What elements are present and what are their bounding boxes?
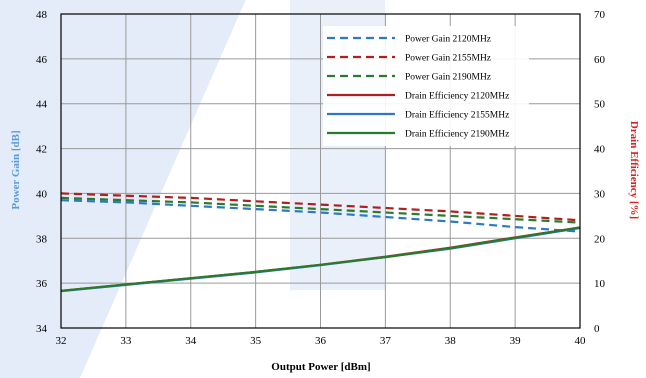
y-right-tick-label: 30 — [594, 188, 606, 200]
legend-label: Power Gain 2190MHz — [405, 73, 491, 83]
y-right-tick-label: 60 — [594, 54, 606, 66]
x-tick-label: 33 — [120, 335, 132, 347]
y-right-tick-label: 10 — [594, 278, 606, 290]
y-right-tick-label: 70 — [594, 9, 606, 21]
x-tick-label: 37 — [380, 335, 392, 347]
tick-labels: 32 33 34 35 36 37 38 39 40 34 36 38 40 42 44 46 48 0 10 20 3… — [36, 9, 606, 347]
y-right-tick-label: 0 — [594, 323, 600, 335]
y-left-tick-label: 36 — [36, 278, 48, 290]
legend-label: Drain Efficiency 2190MHz — [405, 129, 509, 140]
legend-label: Power Gain 2120MHz — [405, 35, 491, 45]
y-left-tick-label: 40 — [36, 188, 48, 200]
y-left-tick-label: 34 — [36, 323, 48, 335]
x-tick-label: 32 — [56, 335, 67, 347]
y-left-tick-label: 38 — [36, 233, 48, 245]
x-tick-label: 40 — [575, 335, 587, 347]
legend: Power Gain 2120MHz Power Gain 2155MHz Powe… — [323, 26, 529, 146]
y-left-tick-label: 46 — [36, 54, 48, 66]
series-lines — [60, 192, 581, 293]
y-axis-left-label: Power Gain [dB] — [10, 130, 22, 209]
y-right-tick-label: 40 — [594, 144, 606, 156]
series-line-drain-efficiency-2190mhz — [60, 226, 581, 292]
legend-label: Drain Efficiency 2155MHz — [405, 110, 509, 121]
x-axis-label: Output Power [dBm] — [271, 361, 370, 373]
y-axis-right-label: Drain Efficiency [%] — [628, 121, 640, 219]
x-tick-label: 38 — [445, 335, 457, 347]
y-left-tick-label: 42 — [36, 144, 47, 156]
y-right-tick-label: 20 — [594, 233, 606, 245]
x-tick-label: 36 — [315, 335, 327, 347]
legend-label: Drain Efficiency 2120MHz — [405, 91, 509, 102]
series-line-power-gain-2190mhz — [60, 196, 581, 224]
series-line-power-gain-2120mhz — [60, 199, 581, 233]
legend-label: Power Gain 2155MHz — [405, 54, 491, 64]
y-left-tick-label: 48 — [36, 9, 48, 21]
x-tick-label: 39 — [510, 335, 522, 347]
x-tick-label: 34 — [185, 335, 197, 347]
legend-background — [323, 26, 529, 146]
y-left-tick-label: 44 — [36, 99, 48, 111]
series-line-power-gain-2155mhz — [60, 192, 581, 222]
x-tick-label: 35 — [250, 335, 262, 347]
plot-frame — [60, 13, 581, 329]
y-right-tick-label: 50 — [594, 99, 606, 111]
